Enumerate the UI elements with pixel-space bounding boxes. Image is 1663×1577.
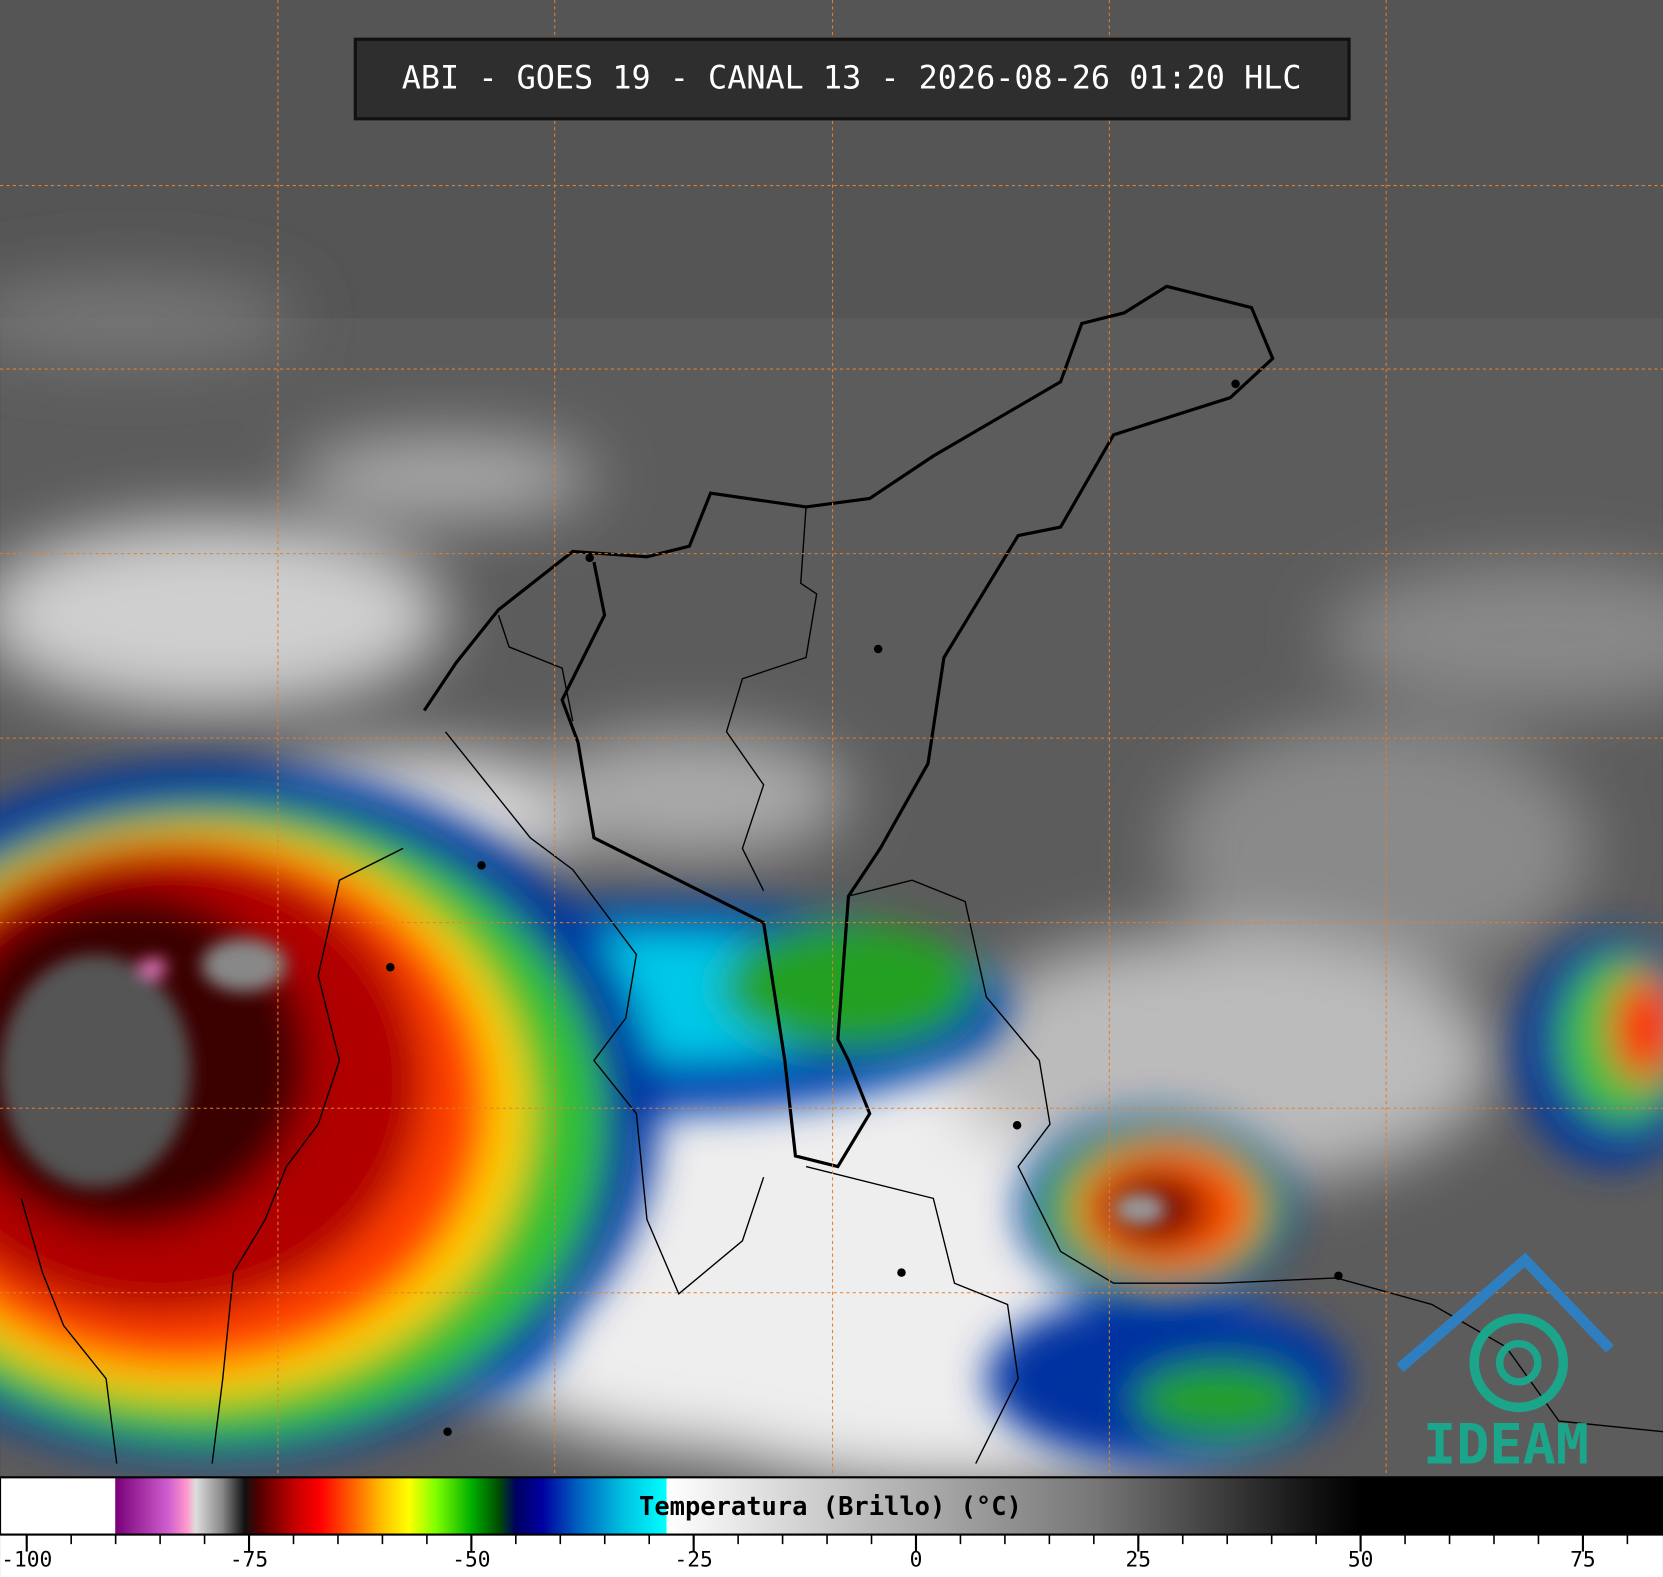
tick-label: 25: [1126, 1547, 1152, 1572]
logo-swirl: [1469, 1313, 1569, 1413]
title: ABI - GOES 19 - CANAL 13 - 2026-08-26 01…: [402, 59, 1302, 97]
tick-label: -25: [675, 1547, 713, 1572]
logo-swirl-inner: [1495, 1339, 1542, 1386]
tick-label: -50: [452, 1547, 490, 1572]
map: IDEAM ABI - GOES 19 - CANAL 13 - 2026-08…: [0, 0, 1663, 1485]
colorbar-rect: [0, 1476, 1663, 1536]
logo-text: IDEAM: [1423, 1414, 1589, 1478]
tick-label: -100: [1, 1547, 52, 1572]
logo: IDEAM: [1396, 1252, 1614, 1478]
colorbar-label: Temperatura (Brillo) (°C): [639, 1492, 1022, 1522]
tick-label: -75: [230, 1547, 268, 1572]
tick-label: 50: [1348, 1547, 1374, 1572]
colorbar: Temperatura (Brillo) (°C) -100 -75 -50 -25 0…: [0, 1476, 1663, 1572]
title-box: [353, 37, 1351, 121]
graticule: [0, 0, 1663, 1478]
tick-label: 75: [1570, 1547, 1596, 1572]
tick-label: 0: [910, 1547, 923, 1572]
cloud-tops: [0, 938, 1167, 1225]
logo-roof: [1396, 1252, 1614, 1373]
cities: [386, 379, 1343, 1436]
